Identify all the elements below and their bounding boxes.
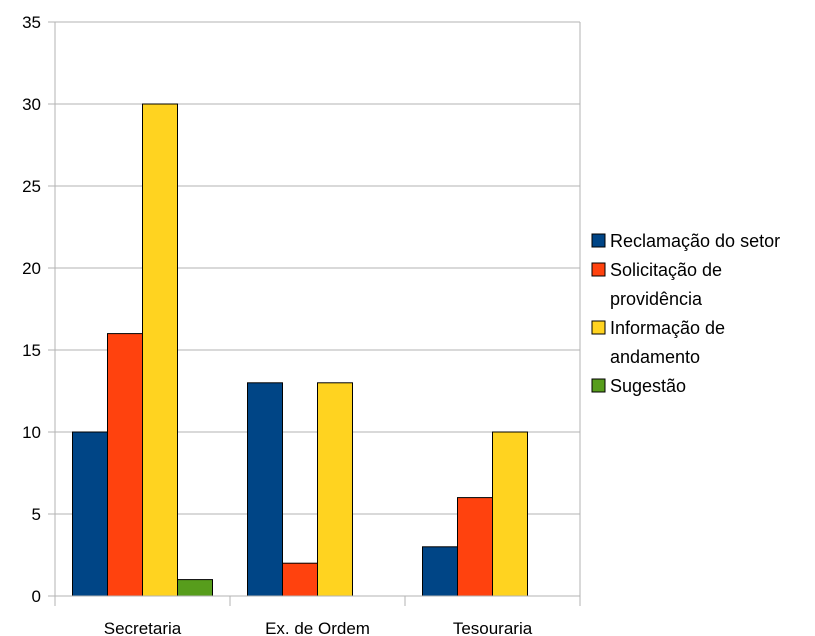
x-tick-label: Tesouraria — [453, 619, 533, 636]
y-tick-label: 20 — [22, 259, 41, 278]
legend-entry-label: Reclamação do setor — [610, 231, 780, 251]
legend: Reclamação do setor Solicitação de providê… — [591, 231, 780, 396]
bar-0-2 — [142, 103, 178, 597]
x-axis-ticks: Secretaria Ex. de Ordem Tesouraria — [54, 596, 581, 636]
bar-0-1 — [107, 333, 143, 597]
legend-swatch — [591, 233, 606, 248]
legend-swatch — [591, 262, 606, 277]
legend-swatch — [591, 378, 606, 393]
y-tick-label: 10 — [22, 423, 41, 442]
axes — [54, 22, 581, 597]
legend-swatch — [591, 320, 606, 335]
bar-0-0 — [72, 431, 108, 597]
bar-1-0 — [247, 382, 283, 597]
x-tick-label: Secretaria — [104, 619, 182, 636]
y-tick-label: 5 — [32, 505, 41, 524]
bars — [72, 103, 528, 597]
bar-1-1 — [282, 562, 318, 597]
y-tick-label: 25 — [22, 177, 41, 196]
y-tick-label: 15 — [22, 341, 41, 360]
legend-entry-label: providência — [610, 289, 703, 309]
legend-entry-label: Informação de — [610, 318, 725, 338]
y-axis-ticks: 0 5 10 15 20 25 30 35 — [22, 13, 55, 606]
y-tick-label: 30 — [22, 95, 41, 114]
legend-entry-label: andamento — [610, 347, 700, 367]
legend-entry-label: Solicitação de — [610, 260, 722, 280]
x-tick-label: Ex. de Ordem — [265, 619, 370, 636]
bar-2-0 — [422, 546, 458, 597]
bar-2-2 — [492, 431, 528, 597]
y-tick-label: 35 — [22, 13, 41, 32]
bar-2-1 — [457, 497, 493, 597]
y-tick-label: 0 — [32, 587, 41, 606]
bar-1-2 — [317, 382, 353, 597]
legend-entry-label: Sugestão — [610, 376, 686, 396]
bar-0-3 — [177, 579, 213, 597]
